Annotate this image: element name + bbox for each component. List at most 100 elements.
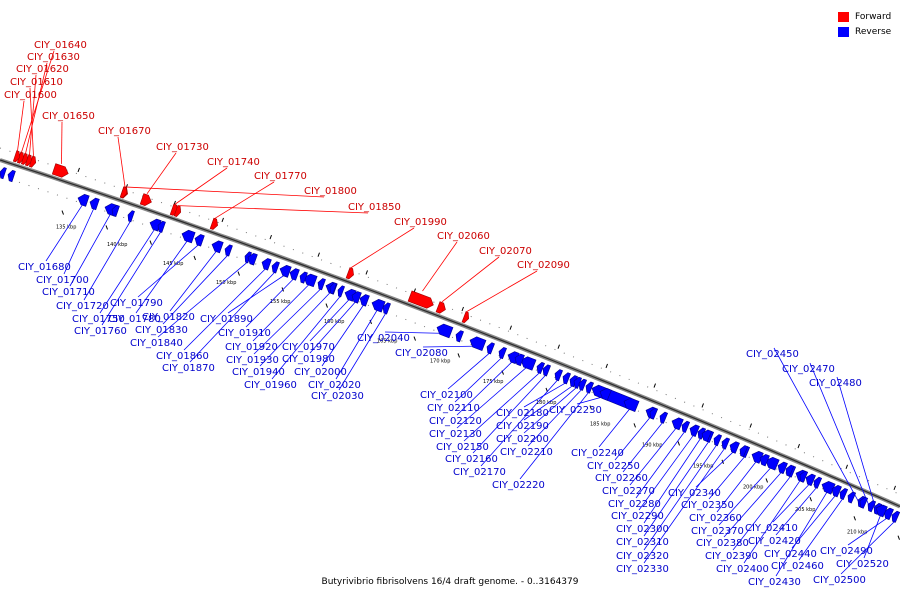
- reverse-gene: [839, 488, 849, 501]
- reverse-gene-label: CIY_01710: [42, 287, 95, 298]
- reverse-gene: [111, 204, 120, 218]
- reverse-gene-shape: [7, 169, 16, 183]
- reverse-track-tick: [765, 478, 768, 483]
- reverse-track-tick: [369, 319, 372, 325]
- reverse-gene: [739, 445, 749, 458]
- reverse-gene-shape: [759, 454, 770, 467]
- forward-gene-shape: [173, 205, 182, 218]
- reverse-gene: [681, 420, 691, 433]
- reverse-gene-shape: [821, 481, 836, 495]
- reverse-callout: [309, 300, 357, 354]
- reverse-gene: [671, 417, 684, 431]
- forward-callout: [214, 181, 275, 219]
- reverse-gene-label: CIY_02320: [616, 551, 669, 562]
- reverse-callout: [456, 365, 529, 429]
- reverse-gene: [578, 378, 588, 391]
- reverse-track-tick: [193, 255, 196, 261]
- reverse-callout: [480, 379, 559, 467]
- forward-gene-label: CIY_02090: [517, 260, 570, 271]
- reverse-gene: [299, 271, 308, 284]
- reverse-callout: [309, 298, 351, 342]
- reverse-callout: [189, 271, 276, 363]
- reverse-gene: [813, 476, 823, 489]
- reverse-gene: [261, 258, 272, 271]
- reverse-gene-label: CIY_02120: [429, 416, 482, 427]
- reverse-gene-shape: [371, 298, 386, 313]
- forward-callout: [117, 136, 126, 187]
- strand-guide-tracks: [0, 147, 900, 540]
- forward-track-tick: [269, 234, 272, 240]
- reverse-callout: [643, 444, 718, 551]
- reverse-gene-label: CIY_02160: [445, 454, 498, 465]
- scale-tick-label: 160 kbp: [324, 319, 344, 325]
- forward-track-tick: [893, 485, 896, 491]
- scale-tick-label: 140 kbp: [107, 242, 127, 248]
- reverse-gene-shape: [436, 323, 454, 339]
- reverse-callout: [183, 267, 267, 351]
- reverse-callout: [83, 220, 131, 301]
- forward-gene-shape: [345, 267, 354, 280]
- reverse-callout: [259, 291, 332, 367]
- reverse-gene: [599, 387, 612, 401]
- reverse-callout: [335, 308, 379, 380]
- reverse-track-tick: [677, 441, 680, 446]
- reverse-gene: [194, 234, 205, 247]
- reverse-gene-label: CIY_01930: [226, 355, 279, 366]
- forward-callout: [466, 270, 538, 313]
- reverse-gene-shape: [739, 445, 749, 458]
- reverse-gene-label: CIY_01890: [200, 314, 253, 325]
- reverse-gene: [455, 330, 464, 343]
- reverse-gene: [875, 504, 888, 518]
- reverse-track-tick: [589, 405, 592, 410]
- reverse-gene-label: CIY_02280: [608, 499, 661, 510]
- reverse-gene-label: CIY_02310: [616, 537, 669, 548]
- forward-gene-shape: [461, 311, 469, 324]
- forward-gene: [51, 163, 69, 178]
- forward-gene-label: CIY_01610: [10, 77, 63, 88]
- forward-gene-label: CIY_02060: [437, 231, 490, 242]
- reverse-gene-label: CIY_02180: [496, 408, 549, 419]
- reverse-gene: [211, 240, 224, 254]
- reverse-callout: [162, 254, 229, 325]
- reverse-gene-label: CIY_02190: [496, 421, 549, 432]
- forward-gene: [209, 217, 218, 230]
- reverse-gene-label: CIY_02260: [595, 473, 648, 484]
- legend-forward: Forward: [838, 9, 891, 24]
- scale-tick-label: 145 kbp: [163, 261, 183, 267]
- reverse-gene-shape: [867, 500, 877, 513]
- reverse-gene-shape: [469, 336, 487, 352]
- forward-callout: [350, 227, 415, 269]
- reverse-gene: [785, 464, 795, 477]
- reverse-gene-shape: [785, 464, 795, 477]
- reverse-gene-shape: [194, 234, 205, 247]
- forward-gene: [173, 205, 182, 218]
- reverse-gene-label: CIY_02170: [453, 467, 506, 478]
- reverse-gene-shape: [751, 451, 764, 464]
- forward-callout: [422, 241, 458, 292]
- reverse-callout: [732, 475, 792, 551]
- forward-gene-label: CIY_02070: [479, 246, 532, 257]
- forward-track-tick: [653, 383, 656, 388]
- reverse-callout: [472, 374, 547, 454]
- reverse-callout: [638, 434, 695, 511]
- forward-callout: [17, 100, 25, 151]
- forward-gene: [12, 150, 21, 163]
- reverse-gene: [317, 278, 326, 291]
- reverse-gene-shape: [623, 397, 640, 413]
- reverse-gene-label: CIY_02450: [746, 349, 799, 360]
- reverse-gene: [498, 347, 507, 360]
- reverse-gene-shape: [77, 194, 90, 207]
- reverse-gene-shape: [157, 220, 166, 233]
- forward-gene-shape: [435, 301, 446, 314]
- reverse-gene-label: CIY_02330: [616, 564, 669, 575]
- reverse-callout: [101, 231, 162, 326]
- reverse-track-tick: [105, 225, 108, 230]
- scale-tick-label: 155 kbp: [270, 299, 290, 305]
- reverse-gene-label: CIY_02380: [696, 538, 749, 549]
- reverse-gene-label: CIY_02080: [395, 348, 448, 359]
- reverse-gene-label: CIY_02520: [836, 559, 889, 570]
- forward-track-tick: [461, 306, 464, 312]
- reverse-gene-label: CIY_02150: [436, 442, 489, 453]
- reverse-gene: [247, 253, 258, 266]
